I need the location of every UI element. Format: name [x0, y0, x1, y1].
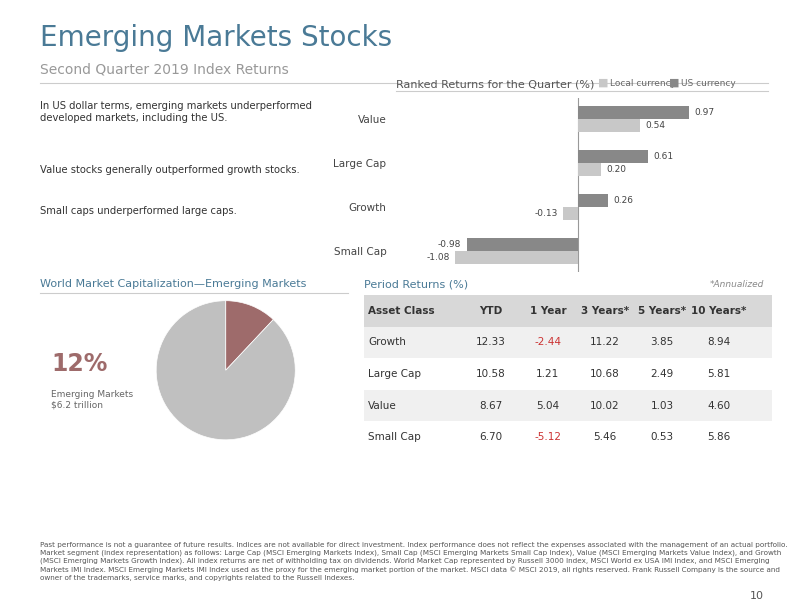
Bar — [578, 119, 640, 132]
Text: Second Quarter 2019 Index Returns: Second Quarter 2019 Index Returns — [40, 62, 288, 76]
Text: 2.49: 2.49 — [650, 369, 674, 379]
Bar — [563, 207, 578, 220]
Text: 0.97: 0.97 — [695, 108, 714, 117]
Text: World Market Capitalization—Emerging Markets: World Market Capitalization—Emerging Mar… — [40, 280, 306, 289]
Text: Local currency: Local currency — [610, 79, 676, 88]
Text: 10.58: 10.58 — [476, 369, 505, 379]
Bar — [578, 163, 601, 176]
Bar — [364, 358, 772, 390]
Text: 0.26: 0.26 — [614, 196, 634, 205]
Text: Large Cap: Large Cap — [368, 369, 421, 379]
Text: 8.94: 8.94 — [707, 337, 731, 348]
Text: *Annualized: *Annualized — [710, 280, 764, 289]
Text: -0.13: -0.13 — [535, 209, 558, 218]
Text: Period Returns (%): Period Returns (%) — [364, 280, 468, 289]
Text: Emerging Markets Stocks: Emerging Markets Stocks — [40, 24, 392, 52]
Text: 0.20: 0.20 — [607, 165, 626, 174]
Text: 1.03: 1.03 — [650, 400, 674, 411]
Text: 0.54: 0.54 — [645, 121, 665, 130]
Text: -5.12: -5.12 — [535, 432, 562, 442]
Bar — [466, 238, 578, 251]
Text: 6.70: 6.70 — [479, 432, 502, 442]
Text: Asset Class: Asset Class — [368, 306, 435, 316]
Text: Emerging Markets
$6.2 trillion: Emerging Markets $6.2 trillion — [51, 390, 134, 410]
Bar — [364, 295, 772, 327]
Bar — [578, 106, 688, 119]
Text: Small caps underperformed large caps.: Small caps underperformed large caps. — [40, 206, 237, 215]
Text: Ranked Returns for the Quarter (%): Ranked Returns for the Quarter (%) — [396, 80, 594, 90]
Text: -0.98: -0.98 — [437, 240, 461, 249]
Bar — [578, 150, 648, 163]
Text: 5.86: 5.86 — [707, 432, 731, 442]
Text: Growth: Growth — [368, 337, 406, 348]
Text: ■: ■ — [669, 78, 680, 88]
Text: 1 Year: 1 Year — [530, 306, 566, 316]
Text: 10.68: 10.68 — [590, 369, 620, 379]
Text: 10 Years*: 10 Years* — [691, 306, 747, 316]
Text: -1.08: -1.08 — [426, 253, 450, 263]
Text: 5.46: 5.46 — [593, 432, 617, 442]
Text: 3 Years*: 3 Years* — [581, 306, 629, 316]
Text: 1.21: 1.21 — [536, 369, 559, 379]
Text: 10: 10 — [750, 591, 764, 601]
Text: 5.81: 5.81 — [707, 369, 731, 379]
Text: 12%: 12% — [51, 352, 108, 376]
Text: 8.67: 8.67 — [479, 400, 502, 411]
Bar — [455, 251, 578, 264]
Text: YTD: YTD — [479, 306, 502, 316]
Text: -2.44: -2.44 — [535, 337, 562, 348]
Text: 10.02: 10.02 — [590, 400, 620, 411]
Text: 4.60: 4.60 — [707, 400, 731, 411]
Text: 5.04: 5.04 — [536, 400, 559, 411]
Text: Value stocks generally outperformed growth stocks.: Value stocks generally outperformed grow… — [40, 165, 299, 175]
Bar — [364, 421, 772, 453]
Text: 12.33: 12.33 — [476, 337, 506, 348]
Text: ■: ■ — [598, 78, 608, 88]
Bar — [578, 194, 607, 207]
Text: Small Cap: Small Cap — [368, 432, 421, 442]
Text: 3.85: 3.85 — [650, 337, 674, 348]
Text: 11.22: 11.22 — [590, 337, 620, 348]
Text: US currency: US currency — [681, 79, 736, 88]
Wedge shape — [156, 300, 295, 440]
Text: 0.61: 0.61 — [653, 152, 673, 161]
Text: In US dollar terms, emerging markets underperformed
developed markets, including: In US dollar terms, emerging markets und… — [40, 101, 311, 122]
Text: Past performance is not a guarantee of future results. Indices are not available: Past performance is not a guarantee of f… — [40, 542, 787, 581]
Bar — [364, 327, 772, 358]
Text: 5 Years*: 5 Years* — [638, 306, 686, 316]
Text: Value: Value — [368, 400, 397, 411]
Text: 0.53: 0.53 — [650, 432, 674, 442]
Bar — [364, 390, 772, 421]
Wedge shape — [226, 300, 273, 370]
